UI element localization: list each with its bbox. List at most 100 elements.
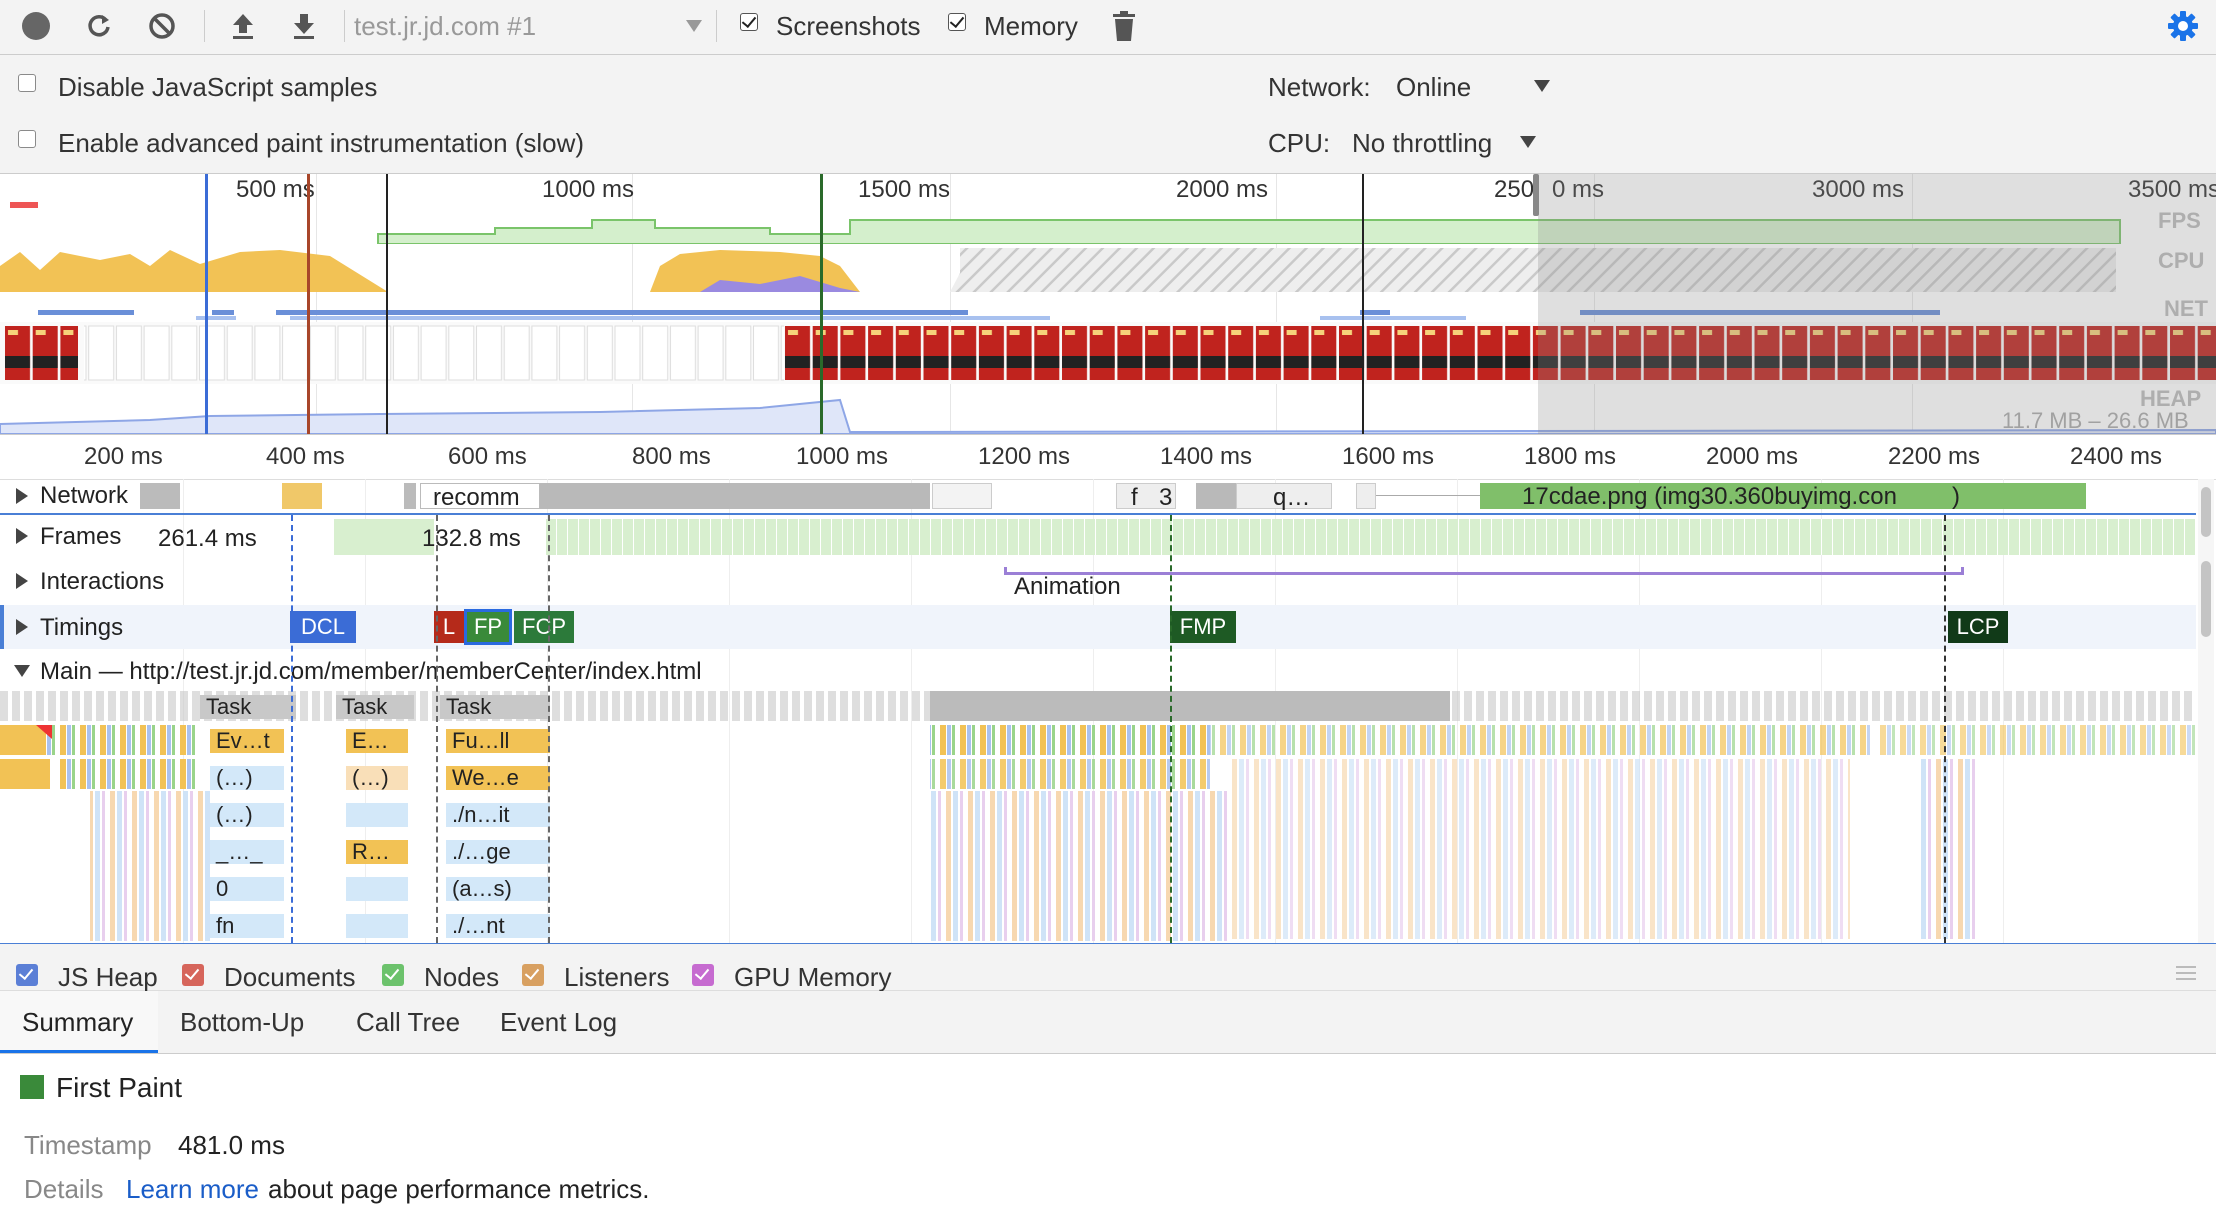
flame-function[interactable]: (…) [210,803,284,827]
expand-timings-icon[interactable] [16,619,28,635]
main-flame-body[interactable]: Task Ev…t (…) (…) _…_ 0 fn Task E… (…) R… [0,691,2196,943]
drag-handle-icon[interactable] [2176,966,2196,980]
collapse-main-icon[interactable] [14,665,30,677]
fmp-marker[interactable]: FMP [1170,611,1236,643]
network-throttle-label: Network: [1268,72,1371,102]
expand-network-icon[interactable] [16,488,28,504]
reload-button[interactable] [82,9,116,43]
disable-js-samples-checkbox[interactable] [18,74,36,92]
chevron-down-icon [1520,136,1536,148]
flame-scrollbar[interactable] [2198,479,2214,943]
network-request-bar[interactable]: f 3 [1116,483,1176,511]
flame-function[interactable]: ./…nt [446,914,550,938]
expand-frames-icon[interactable] [16,528,28,544]
timings-track[interactable]: Timings DCL L FP FCP FMP LCP [0,605,2196,649]
screenshot-filmstrip[interactable] [0,322,2216,384]
ruler-tick: 1000 ms [796,443,889,470]
scrollbar-thumb[interactable] [2201,487,2211,537]
frame-block[interactable] [334,519,434,555]
flame-chart-area[interactable]: 200 ms 400 ms 600 ms 800 ms 1000 ms 1200… [0,434,2216,945]
flame-function[interactable] [346,877,408,901]
timeline-overview[interactable]: 500 ms 1000 ms 1500 ms 2000 ms 250 0 ms … [0,174,2216,434]
fmp-dashed-line [1170,515,1172,943]
settings-button[interactable] [2166,9,2200,43]
tab-call-tree-label: Call Tree [356,1007,461,1037]
network-request-bar[interactable]: recomm [420,483,540,511]
listeners-checkbox[interactable] [522,964,544,986]
record-button[interactable] [19,9,53,43]
network-request-bar[interactable]: 17cdae.png (img30.360buyimg.con ) [1480,483,2086,510]
flame-function[interactable]: We…e [446,766,550,790]
dcl-marker[interactable]: DCL [290,611,356,643]
fcp-dashed-line [548,515,550,943]
flame-function[interactable] [346,914,408,938]
flame-function[interactable]: ./…ge [446,840,550,864]
fcp-marker[interactable]: FCP [514,611,574,643]
flame-event[interactable]: E… [346,729,408,753]
tab-call-tree[interactable]: Call Tree [340,991,470,1053]
flame-function[interactable]: R… [346,840,408,864]
expand-interactions-icon[interactable] [16,573,28,589]
flame-task[interactable]: Task [336,695,414,719]
flame-event[interactable]: Fu…ll [446,729,550,753]
clear-button[interactable] [145,9,179,43]
network-request-bar[interactable] [140,483,180,509]
flame-event[interactable]: Ev…t [210,729,284,753]
lcp-marker[interactable]: LCP [1948,611,2008,643]
animation-interaction[interactable] [1004,567,1964,575]
reload-icon [88,15,110,37]
flame-function[interactable]: ./n…it [446,803,550,827]
network-request-bar[interactable] [540,483,930,509]
flame-task[interactable]: Task [200,695,296,719]
scrollbar-thumb[interactable] [2201,561,2211,637]
frame-strip[interactable] [546,519,2196,555]
memory-checkbox[interactable] [948,13,966,31]
ruler-tick: 200 ms [84,443,163,470]
interactions-track[interactable]: Interactions Animation [0,561,2196,603]
tab-event-log[interactable]: Event Log [486,991,636,1053]
screenshots-checkbox[interactable] [740,13,758,31]
gpu-memory-label: GPU Memory [734,962,892,992]
network-request-bar[interactable] [282,483,322,509]
network-request-bar[interactable] [932,483,992,509]
collect-garbage-button[interactable] [1107,9,1141,43]
network-request-bar[interactable]: q… [1236,483,1332,511]
flame-function[interactable]: fn [210,914,284,938]
network-request-bar[interactable] [404,483,416,509]
flame-function[interactable]: (a…s) [446,877,550,901]
network-throttle-select[interactable]: Online [1396,68,1556,104]
overview-tick: 3000 ms [1812,176,1905,203]
network-request-bar[interactable] [1356,483,1376,509]
frame-duration: 132.8 ms [422,525,521,552]
flame-function[interactable]: _…_ [210,840,284,864]
tab-bottom-up[interactable]: Bottom-Up [162,991,330,1053]
nodes-label: Nodes [424,962,500,992]
overview-window-handle[interactable] [1533,174,1539,216]
flame-function[interactable]: (…) [210,766,284,790]
learn-more-link[interactable]: Learn more [126,1174,259,1204]
flame-function[interactable] [346,803,408,827]
target-select[interactable]: test.jr.jd.com #1 [352,8,702,44]
gpu-memory-checkbox[interactable] [692,964,714,986]
js-heap-checkbox[interactable] [16,964,38,986]
network-request-bar[interactable] [1196,483,1236,509]
flame-function[interactable]: 0 [210,877,284,901]
frames-track[interactable]: Frames 261.4 ms 132.8 ms [0,515,2196,559]
load-marker[interactable]: L [434,611,464,643]
flame-function[interactable]: (…) [346,766,408,790]
tab-summary[interactable]: Summary [0,991,158,1053]
documents-checkbox[interactable] [182,964,204,986]
flame-task[interactable]: Task [440,695,550,719]
ruler-tick: 1200 ms [978,443,1071,470]
fp-marker[interactable]: FP [464,609,512,645]
load-profile-button[interactable] [226,9,260,43]
main-track-header[interactable]: Main — http://test.jr.jd.com/member/memb… [0,651,2196,689]
nodes-checkbox[interactable] [382,964,404,986]
heap-graph [0,398,2216,434]
overview-tick: 500 ms [236,176,315,203]
save-profile-button[interactable] [287,9,321,43]
js-heap-label: JS Heap [58,962,158,992]
network-track[interactable]: Network recomm f 3 q… 17cdae.png (img30.… [0,479,2196,515]
cpu-throttle-select[interactable]: No throttling [1352,124,1542,160]
advanced-paint-checkbox[interactable] [18,130,36,148]
